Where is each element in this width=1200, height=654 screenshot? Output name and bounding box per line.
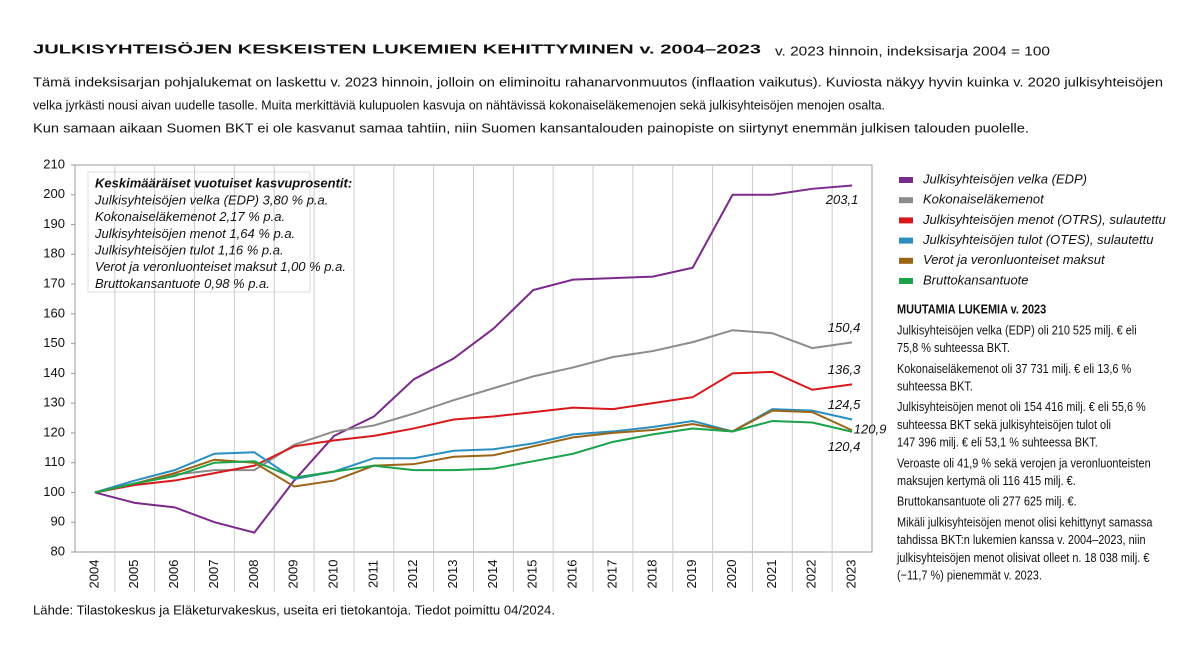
x-tick-label: 2004 — [86, 560, 101, 589]
notes-line: suhteessa BKT. — [897, 379, 973, 394]
chart-title: JULKISYHTEISÖJEN KESKEISTEN LUKEMIEN KEH… — [33, 41, 761, 56]
value-label: 120,9 — [854, 422, 887, 437]
series-line — [94, 184, 853, 534]
x-tick-label: 2021 — [764, 560, 779, 589]
notes-line: Veroaste oli 41,9 % sekä verojen ja vero… — [897, 455, 1151, 470]
x-tick-label: 2018 — [644, 560, 659, 589]
notes-line: (−11,7 %) pienemmät v. 2023. — [897, 568, 1042, 583]
x-tick-label: 2013 — [445, 560, 460, 589]
inset-line: Bruttokansantuote 0,98 % p.a. — [95, 276, 270, 291]
series-line — [94, 370, 853, 494]
series-line — [94, 420, 853, 494]
notes-line: Mikäli julkisyhteisöjen menot olisi kehi… — [897, 515, 1153, 530]
description-line: velka jyrkästi nousi aivan uudelle tasol… — [33, 97, 885, 112]
notes-line: Julkisyhteisöjen velka (EDP) oli 210 525… — [897, 323, 1137, 338]
x-tick-label: 2019 — [684, 560, 699, 589]
notes-line: tahdissa BKT:n lukemien kanssa v. 2004–2… — [897, 532, 1146, 547]
value-label: 136,3 — [828, 362, 861, 377]
notes-line: Kokonaiseläkemenot oli 37 731 milj. € el… — [897, 361, 1132, 376]
notes-line: 147 396 milj. € eli 53,1 % suhteessa BKT… — [897, 435, 1098, 450]
legend-label: Julkisyhteisöjen velka (EDP) — [922, 171, 1087, 186]
inset-line: Kokonaiseläkemenot 2,17 % p.a. — [95, 209, 285, 224]
description-line: Tämä indeksisarjan pohjalukemat on laske… — [33, 74, 1163, 89]
inset-line: Julkisyhteisöjen tulot 1,16 % p.a. — [94, 243, 284, 258]
y-tick-label: 210 — [43, 156, 65, 171]
inset-box — [87, 171, 311, 293]
inset-line: Julkisyhteisöjen menot 1,64 % p.a. — [94, 226, 295, 241]
notes: MUUTAMIA LUKEMIA v. 2023 Julkisyhteisöjen… — [896, 302, 1153, 583]
description-line: Kun samaan aikaan Suomen BKT ei ole kasv… — [33, 120, 1029, 135]
y-tick-label: 110 — [44, 454, 65, 469]
legend-label: Julkisyhteisöjen tulot (OTES), sulautett… — [922, 232, 1154, 247]
legend-label: Verot ja veronluonteiset maksut — [923, 252, 1106, 267]
series-line — [94, 329, 853, 494]
notes-line: Julkisyhteisöjen menot oli 154 416 milj.… — [897, 399, 1146, 414]
y-tick-label: 140 — [43, 365, 65, 380]
notes-line: Bruttokansantuote oli 277 625 milj. €. — [897, 494, 1077, 509]
x-tick-label: 2014 — [485, 560, 500, 589]
value-label: 124,5 — [828, 397, 861, 412]
inset-line: Verot ja veronluonteiset maksut 1,00 % p… — [95, 259, 346, 274]
notes-line: suhteessa BKT sekä julkisyhteisöjen tulo… — [897, 417, 1111, 432]
x-tick-label: 2016 — [565, 560, 580, 589]
x-tick-label: 2020 — [724, 560, 739, 589]
notes-line: julkisyhteisöjen menot olisivat olleet n… — [896, 550, 1150, 565]
y-tick-label: 170 — [43, 276, 65, 291]
chart-subtitle: v. 2023 hinnoin, indeksisarja 2004 = 100 — [775, 43, 1050, 58]
x-tick-label: 2010 — [325, 560, 340, 589]
value-label: 203,1 — [825, 192, 859, 207]
x-tick-label: 2009 — [286, 560, 301, 589]
inset-title: Keskimääräiset vuotuiset kasvuprosentit: — [95, 175, 352, 190]
value-label: 120,4 — [828, 439, 861, 454]
y-tick-label: 90 — [51, 514, 65, 529]
inset-line: Julkisyhteisöjen velka (EDP) 3,80 % p.a. — [94, 192, 328, 207]
y-tick-label: 180 — [43, 246, 65, 261]
y-tick-label: 160 — [43, 305, 65, 320]
y-tick-label: 150 — [43, 335, 65, 350]
x-tick-label: 2017 — [604, 560, 619, 589]
source: Lähde: Tilastokeskus ja Eläketurvakeskus… — [33, 602, 555, 617]
y-tick-label: 200 — [43, 186, 65, 201]
x-tick-label: 2011 — [365, 560, 380, 588]
legend-label: Julkisyhteisöjen menot (OTRS), sulautett… — [922, 212, 1166, 227]
x-tick-label: 2007 — [206, 560, 221, 589]
legend-label: Kokonaiseläkemenot — [923, 192, 1045, 207]
notes-title: MUUTAMIA LUKEMIA v. 2023 — [897, 302, 1046, 317]
legend-label: Bruttokansantuote — [923, 272, 1029, 287]
x-tick-label: 2008 — [246, 560, 261, 589]
notes-line: 75,8 % suhteessa BKT. — [897, 340, 1010, 355]
notes-line: maksujen kertymä oli 116 415 milj. €. — [897, 473, 1076, 488]
value-label: 150,4 — [828, 320, 861, 335]
x-tick-label: 2005 — [126, 560, 141, 589]
x-tick-label: 2012 — [405, 560, 420, 589]
y-tick-label: 190 — [43, 216, 65, 231]
y-tick-label: 130 — [43, 395, 65, 410]
y-tick-label: 120 — [43, 424, 65, 439]
y-tick-label: 100 — [43, 484, 65, 499]
x-tick-label: 2006 — [166, 560, 181, 589]
x-tick-label: 2022 — [804, 560, 819, 589]
x-tick-label: 2023 — [844, 560, 859, 589]
y-tick-label: 80 — [51, 543, 65, 558]
x-tick-label: 2015 — [525, 560, 540, 589]
